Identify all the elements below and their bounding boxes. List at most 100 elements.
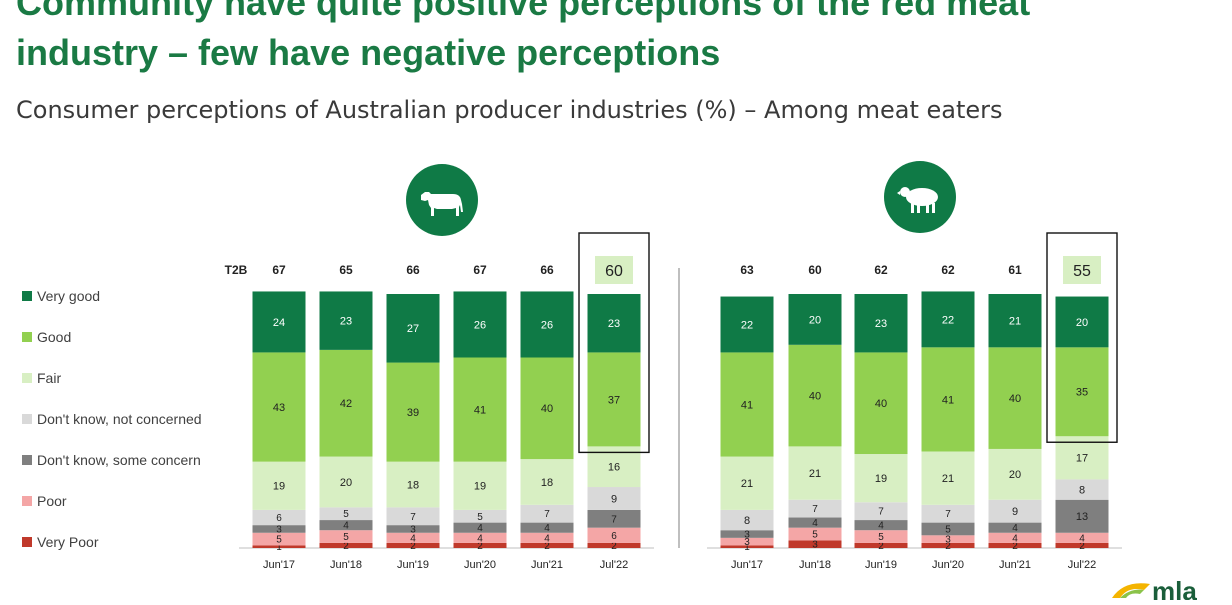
legend-item-fair: Fair	[22, 370, 61, 390]
bar-segment-dont-know-not-concerned	[587, 487, 641, 510]
page-subtitle: Consumer perceptions of Australian produ…	[16, 96, 1003, 124]
bar-segment-dont-know-not-concerned	[453, 509, 507, 523]
bar-segment-fair	[453, 461, 507, 510]
bar-segment-dont-know-some-concern	[788, 517, 842, 528]
bar-segment-poor	[988, 532, 1042, 543]
t2b-value: 67	[272, 263, 286, 277]
t2b-value: 65	[339, 263, 353, 277]
highlight-box	[578, 232, 650, 454]
t2b-highlight-bg	[1063, 256, 1101, 284]
data-label: 23	[340, 316, 352, 328]
page-title: Community have quite positive perception…	[16, 0, 1216, 78]
bar-segment-very-good	[988, 294, 1042, 348]
data-label: 18	[407, 479, 419, 491]
legend-swatch	[22, 496, 32, 507]
bar-segment-poor	[854, 530, 908, 543]
bar-segment-good	[520, 357, 574, 460]
legend-label: Good	[37, 329, 72, 345]
bar-segment-very-good	[720, 296, 774, 353]
legend-swatch	[22, 291, 32, 302]
data-label: 20	[1009, 469, 1021, 481]
x-tick-label: Jun'17	[263, 559, 295, 571]
bar-segment-fair	[386, 461, 440, 508]
x-tick-label: Jun'20	[932, 559, 964, 571]
bar-segment-good	[1055, 347, 1109, 437]
bar-segment-poor	[788, 527, 842, 541]
data-label: 2	[477, 541, 483, 552]
data-label: 39	[407, 407, 419, 419]
bar-segment-very-poor	[587, 542, 641, 548]
legend-swatch	[22, 414, 32, 425]
data-label: 37	[608, 394, 620, 406]
bar-segment-very-good	[520, 291, 574, 358]
data-label: 4	[1012, 533, 1018, 544]
bar-segment-dont-know-some-concern	[921, 522, 975, 536]
bar-segment-fair	[1055, 436, 1109, 480]
data-label: 4	[1012, 523, 1018, 534]
data-label: 41	[741, 399, 753, 411]
data-label: 6	[276, 513, 282, 524]
bar-segment-dont-know-some-concern	[319, 520, 373, 531]
mla-logo: mla	[1110, 572, 1232, 605]
bar-segment-very-poor	[720, 545, 774, 548]
bar-segment-dont-know-not-concerned	[988, 499, 1042, 523]
legend-swatch	[22, 537, 32, 548]
data-label: 2	[1079, 541, 1085, 552]
bar-segment-poor	[252, 532, 306, 546]
data-label: 2	[878, 541, 884, 552]
bar-segment-fair	[988, 448, 1042, 500]
data-label: 23	[608, 318, 620, 330]
data-label: 4	[410, 533, 416, 544]
data-label: 43	[273, 402, 285, 414]
data-label: 19	[273, 481, 285, 493]
bar-segment-very-good	[319, 291, 373, 350]
bar-segment-fair	[921, 451, 975, 505]
data-label: 40	[809, 390, 821, 402]
x-tick-label: Jun'19	[865, 559, 897, 571]
data-label: 19	[474, 481, 486, 493]
data-label: 26	[541, 319, 553, 331]
bar-segment-dont-know-not-concerned	[319, 507, 373, 521]
bar-segment-good	[788, 344, 842, 447]
x-tick-label: Jul'22	[1068, 559, 1096, 571]
data-label: 2	[945, 541, 951, 552]
bar-segment-good	[319, 349, 373, 457]
data-label: 9	[611, 493, 617, 505]
t2b-value: 61	[1008, 263, 1022, 277]
data-label: 20	[1076, 317, 1088, 329]
legend-item-good: Good	[22, 329, 71, 349]
bar-segment-good	[252, 352, 306, 462]
data-label: 7	[611, 514, 617, 525]
legend-item-dont-know-not-concerned: Don't know, not concerned	[22, 411, 202, 431]
data-label: 7	[410, 512, 416, 523]
x-tick-label: Jun'18	[330, 559, 362, 571]
data-label: 41	[942, 394, 954, 406]
data-label: 5	[276, 535, 282, 546]
logo-text: mla	[1152, 576, 1197, 600]
x-tick-label: Jul'22	[600, 559, 628, 571]
data-label: 17	[1076, 453, 1088, 465]
data-label: 3	[410, 524, 416, 535]
data-label: 2	[611, 541, 617, 552]
legend-label: Fair	[37, 370, 62, 386]
cow-icon	[406, 164, 478, 236]
data-label: 42	[340, 398, 352, 410]
bar-segment-very-poor	[788, 540, 842, 548]
bar-segment-very-poor	[921, 542, 975, 548]
bar-segment-very-good	[587, 294, 641, 353]
data-label: 8	[1079, 484, 1085, 496]
data-label: 40	[541, 403, 553, 415]
legend-swatch	[22, 455, 32, 466]
bar-segment-good	[587, 352, 641, 447]
bar-segment-very-good	[921, 291, 975, 348]
sheep-icon	[884, 161, 956, 233]
data-label: 4	[343, 521, 349, 532]
data-label: 2	[1012, 541, 1018, 552]
bar-segment-fair	[587, 446, 641, 488]
t2b-value: 66	[540, 263, 554, 277]
data-label: 3	[945, 535, 951, 546]
data-label: 5	[477, 512, 483, 523]
bar-segment-dont-know-some-concern	[520, 522, 574, 533]
data-label: 35	[1076, 387, 1088, 399]
bar-segment-very-good	[252, 291, 306, 353]
